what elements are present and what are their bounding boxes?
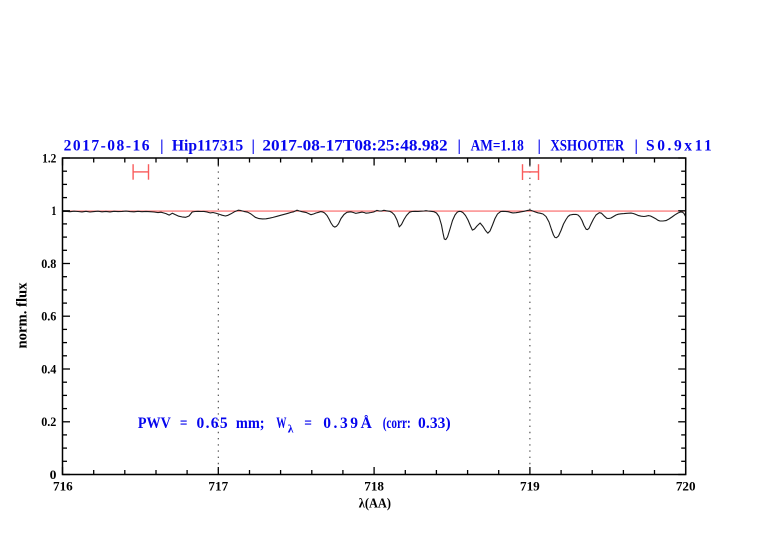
svg-text:PWV: PWV [138, 415, 172, 432]
svg-text:716: 716 [53, 479, 73, 494]
svg-text:Hip117315: Hip117315 [172, 137, 244, 154]
svg-text:S0.9x11: S0.9x11 [646, 137, 712, 154]
svg-text:|: | [251, 137, 254, 154]
svg-text:0.2: 0.2 [41, 414, 56, 429]
svg-text:0.4: 0.4 [41, 361, 57, 376]
svg-text:0.8: 0.8 [41, 256, 57, 271]
svg-text:0.33): 0.33) [418, 415, 451, 432]
svg-text:718: 718 [364, 479, 384, 494]
svg-text:λ: λ [288, 422, 294, 436]
svg-text:1.2: 1.2 [42, 150, 56, 165]
svg-text:norm. flux: norm. flux [15, 282, 31, 348]
svg-text:(corr:: (corr: [383, 415, 411, 432]
svg-text:2017-08-17T08:25:48.982: 2017-08-17T08:25:48.982 [262, 137, 448, 154]
svg-text:=: = [304, 415, 312, 432]
svg-text:2017-08-16: 2017-08-16 [64, 137, 150, 154]
svg-text:0: 0 [50, 467, 57, 482]
svg-text:=: = [180, 415, 188, 432]
svg-text:|: | [160, 137, 163, 154]
svg-text:|: | [537, 137, 540, 154]
svg-text:0.39Å: 0.39Å [323, 415, 372, 432]
svg-text:XSHOOTER: XSHOOTER [550, 137, 625, 154]
svg-text:1: 1 [51, 203, 56, 218]
svg-text:717: 717 [208, 479, 228, 494]
svg-text:0.6: 0.6 [41, 309, 57, 324]
svg-text:0.65: 0.65 [197, 415, 228, 432]
svg-text:AM=1.18: AM=1.18 [471, 137, 524, 154]
svg-text:719: 719 [520, 479, 540, 494]
svg-text:W: W [276, 415, 287, 432]
svg-text:λ(AA): λ(AA) [359, 497, 391, 512]
svg-text:|: | [634, 137, 637, 154]
svg-text:720: 720 [676, 479, 696, 494]
svg-text:|: | [457, 137, 460, 154]
svg-text:mm;: mm; [236, 415, 265, 432]
